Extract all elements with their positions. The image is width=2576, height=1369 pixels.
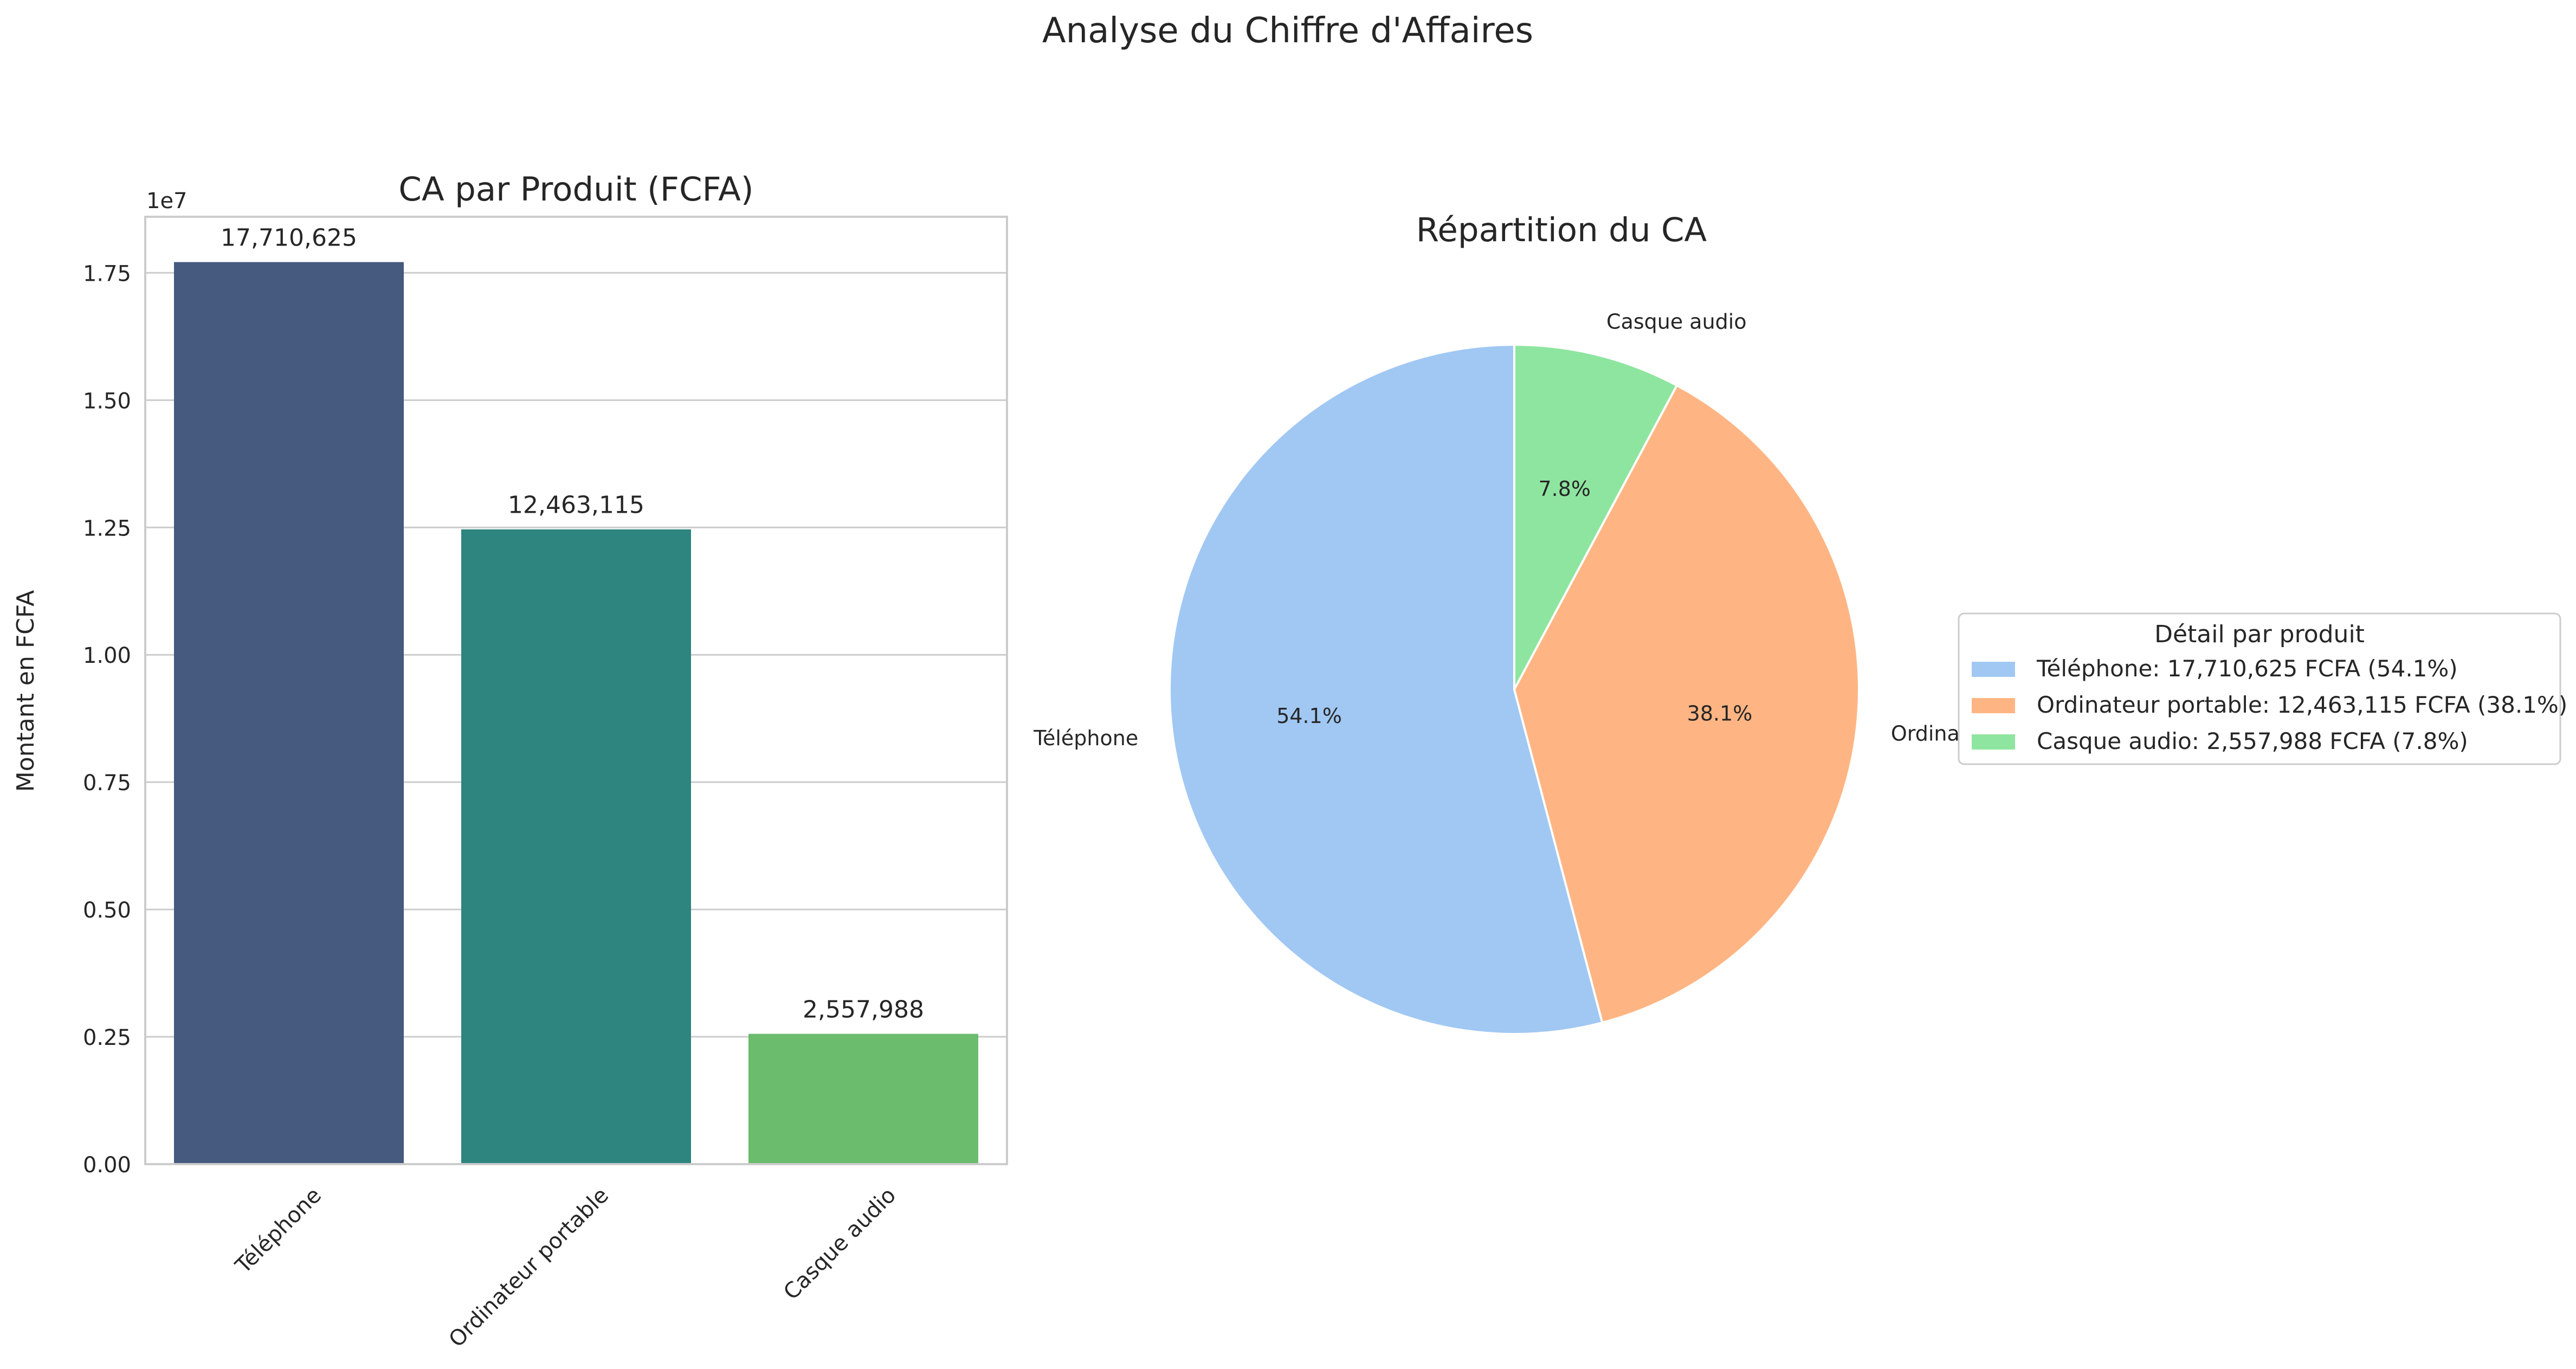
bar-casque-audio [748, 1034, 978, 1164]
legend-swatch [1972, 662, 2015, 677]
pie-slice-casque-audio [1513, 343, 1678, 690]
bar-y-tick-label: 1.50 [83, 389, 131, 414]
pie-chart-title: Répartition du CA [1416, 211, 1707, 249]
pie-legend: Détail par produit Téléphone: 17,710,625… [1958, 612, 2567, 765]
pie-chart: Répartition du CA 54.1%Téléphone38.1%Ord… [1033, 211, 2095, 1035]
pie-percent-label: 54.1% [1276, 704, 1342, 728]
bar-ordinateur-portable [461, 529, 691, 1164]
legend-entry-label: Casque audio: 2,557,988 FCFA (7.8%) [2037, 728, 2468, 754]
bar-y-tick-label: 1.25 [83, 516, 131, 541]
legend-title: Détail par produit [2154, 621, 2365, 648]
bar-telephone [174, 262, 404, 1164]
bar-data-label: 12,463,115 [508, 492, 644, 519]
pie-percent-label: 38.1% [1687, 701, 1753, 725]
legend-swatch [1972, 734, 2015, 750]
pie-slice-label: Téléphone [1033, 726, 1138, 750]
pie-slice-telephone [1168, 343, 1604, 1035]
legend-entry-label: Ordinateur portable: 12,463,115 FCFA (38… [2037, 692, 2567, 718]
bar-y-tick-label: 1.00 [83, 643, 131, 668]
bar-y-offset-label: 1e7 [146, 189, 188, 214]
pie-percent-label: 7.8% [1538, 477, 1591, 501]
bar-y-axis-label: Montant en FCFA [12, 590, 40, 792]
legend-entry-label: Téléphone: 17,710,625 FCFA (54.1%) [2036, 655, 2458, 682]
bar-y-tick-label: 0.00 [83, 1153, 131, 1178]
figure-suptitle: Analyse du Chiffre d'Affaires [1042, 11, 1533, 51]
bar-chart-title: CA par Produit (FCFA) [398, 170, 753, 209]
bar-y-tick-label: 0.75 [83, 771, 131, 796]
bar-data-label: 2,557,988 [803, 996, 924, 1024]
bar-data-label: 17,710,625 [221, 224, 357, 252]
bar-y-tick-label: 1.75 [83, 261, 131, 286]
pie-slice-ordinateur-portable [1513, 384, 1861, 1024]
legend-frame [1958, 612, 2561, 765]
bar-axes-frame [144, 216, 1008, 1165]
bar-y-tick-label: 0.50 [83, 898, 131, 923]
legend-swatch [1972, 698, 2015, 713]
bar-y-tick-label: 0.25 [83, 1025, 131, 1050]
pie-slice-label: Casque audio [1606, 309, 1747, 333]
